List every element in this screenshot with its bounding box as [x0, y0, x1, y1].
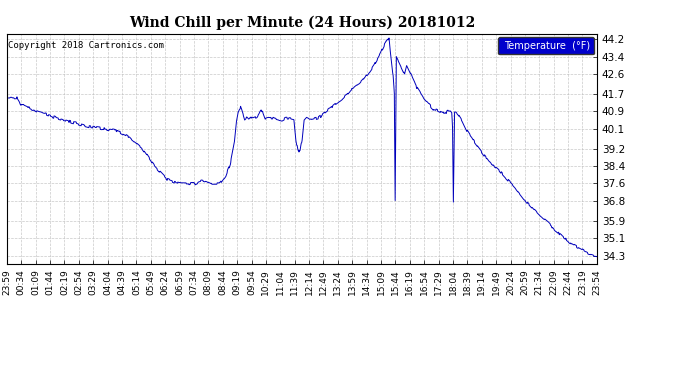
Text: Copyright 2018 Cartronics.com: Copyright 2018 Cartronics.com: [8, 40, 164, 50]
Legend: Temperature  (°F): Temperature (°F): [498, 37, 594, 54]
Title: Wind Chill per Minute (24 Hours) 20181012: Wind Chill per Minute (24 Hours) 2018101…: [129, 15, 475, 30]
